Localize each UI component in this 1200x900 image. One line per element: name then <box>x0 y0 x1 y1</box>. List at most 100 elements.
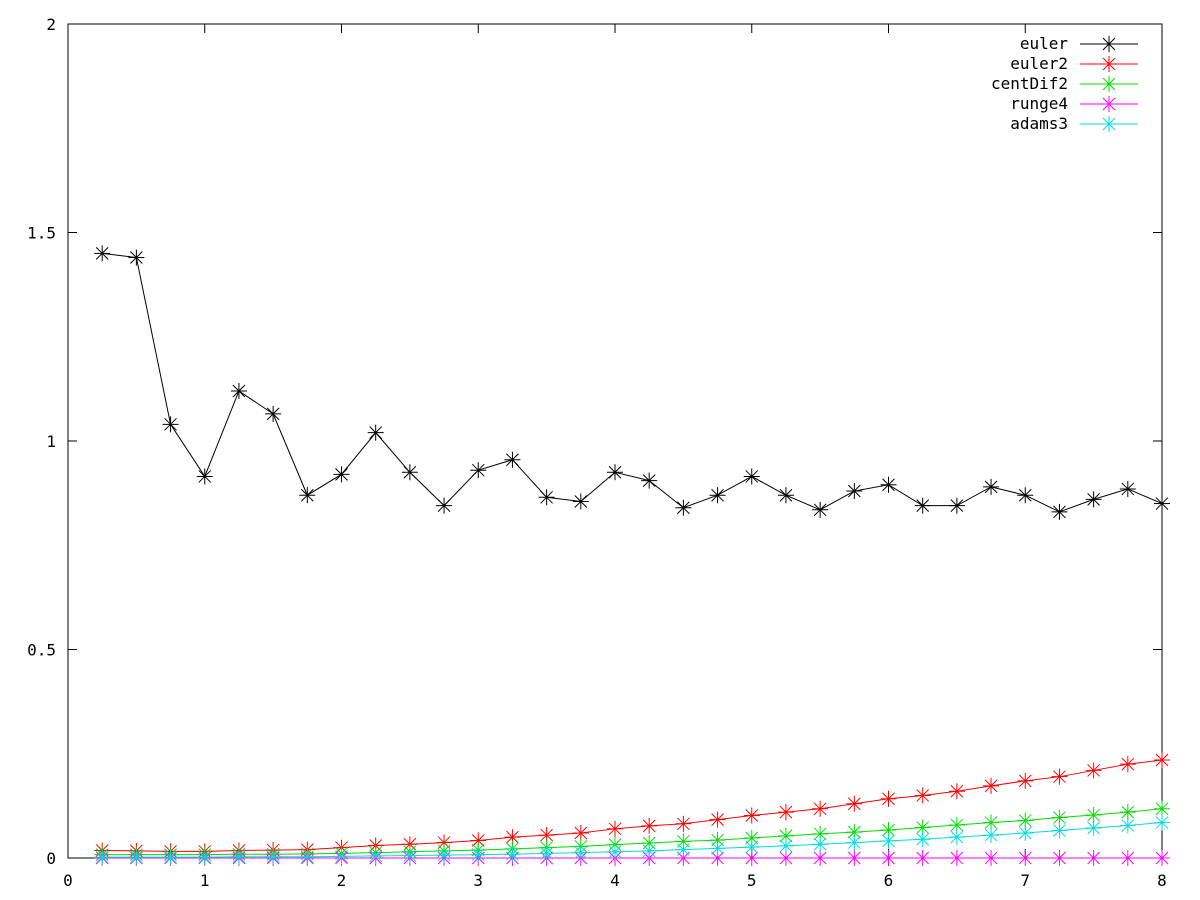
series-line-centDif2 <box>102 808 1163 856</box>
legend-label: euler <box>1020 34 1069 53</box>
data-point-adams3 <box>743 839 760 856</box>
data-point-centDif2 <box>846 824 863 841</box>
data-point-runge4 <box>846 850 863 866</box>
axis-ticks <box>67 23 1163 859</box>
data-point-adams3 <box>436 847 453 864</box>
series-layer <box>94 245 1170 866</box>
data-point-euler2 <box>846 795 863 812</box>
data-point-adams3 <box>846 834 863 851</box>
data-point-centDif2 <box>983 814 1000 831</box>
data-point-adams3 <box>230 848 247 865</box>
series-line-euler2 <box>102 759 1163 852</box>
y-tick-label: 2 <box>46 15 56 34</box>
data-point-euler <box>1154 495 1170 512</box>
legend-marker <box>1101 36 1117 52</box>
data-point-euler <box>607 464 623 481</box>
data-point-adams3 <box>1051 822 1068 839</box>
legend-label: runge4 <box>1010 94 1068 113</box>
data-point-euler <box>914 497 931 514</box>
data-point-adams3 <box>1017 824 1034 841</box>
data-point-adams3 <box>128 849 145 866</box>
legend-marker <box>1101 76 1117 92</box>
data-point-adams3 <box>367 847 384 864</box>
data-point-adams3 <box>401 847 418 864</box>
x-tick-label: 1 <box>200 871 210 890</box>
data-point-euler <box>1085 491 1102 508</box>
data-point-euler <box>846 483 863 500</box>
legend-item-euler: euler <box>1020 34 1138 53</box>
legend-marker <box>1101 56 1117 72</box>
data-point-centDif2 <box>777 827 794 844</box>
x-tick-label: 6 <box>884 871 894 890</box>
data-point-euler <box>470 462 487 479</box>
x-tick-label: 8 <box>1157 871 1167 890</box>
data-point-euler2 <box>675 815 692 832</box>
axis-tick-labels: 0 1 2 3 4 5 6 7 8 0 0.5 1 1.5 2 <box>27 15 1167 890</box>
data-point-adams3 <box>94 849 111 866</box>
data-point-adams3 <box>162 849 179 866</box>
data-point-euler <box>504 451 521 468</box>
data-point-runge4 <box>914 850 931 866</box>
data-point-adams3 <box>1119 817 1136 834</box>
data-point-euler <box>333 466 350 483</box>
data-point-euler <box>641 472 658 489</box>
data-point-adams3 <box>504 846 521 863</box>
y-tick-label: 0.5 <box>27 641 56 660</box>
data-point-euler2 <box>983 777 1000 794</box>
series-centDif2 <box>94 800 1170 863</box>
data-point-runge4 <box>1017 850 1034 866</box>
data-point-euler2 <box>1154 752 1170 769</box>
data-point-euler <box>812 501 829 518</box>
data-point-euler <box>401 464 418 481</box>
series-adams3 <box>94 814 1170 866</box>
data-point-euler2 <box>641 817 658 834</box>
data-point-adams3 <box>607 843 623 860</box>
data-point-euler <box>94 245 111 262</box>
data-point-runge4 <box>948 850 965 866</box>
data-point-adams3 <box>948 829 965 846</box>
data-point-centDif2 <box>1085 807 1102 824</box>
data-point-euler <box>983 478 1000 495</box>
legend-label: adams3 <box>1010 114 1068 133</box>
data-point-euler <box>948 497 965 514</box>
x-tick-label: 3 <box>473 871 483 890</box>
data-point-adams3 <box>812 836 829 853</box>
data-point-euler2 <box>607 820 623 837</box>
legend-item-adams3: adams3 <box>1010 114 1138 133</box>
legend-marker <box>1101 96 1117 112</box>
data-point-euler <box>538 489 555 506</box>
data-point-euler2 <box>572 824 589 841</box>
data-point-runge4 <box>1119 850 1136 866</box>
series-runge4 <box>94 850 1170 866</box>
data-point-euler <box>162 416 179 433</box>
data-point-euler <box>743 468 760 485</box>
data-point-adams3 <box>265 848 282 865</box>
data-point-euler <box>265 405 282 422</box>
data-point-euler <box>436 497 453 514</box>
x-tick-label: 4 <box>610 871 620 890</box>
data-point-euler <box>230 382 247 399</box>
data-point-runge4 <box>1085 850 1102 866</box>
legend-item-euler2: euler2 <box>1010 54 1138 73</box>
data-point-euler <box>709 487 726 504</box>
x-tick-label: 0 <box>63 871 73 890</box>
data-point-euler <box>128 249 145 266</box>
legend-item-runge4: runge4 <box>1010 94 1138 113</box>
data-point-runge4 <box>880 850 897 866</box>
data-point-euler2 <box>709 811 726 828</box>
data-point-euler2 <box>777 804 794 821</box>
y-tick-label: 1.5 <box>27 224 56 243</box>
data-point-adams3 <box>572 844 589 861</box>
data-point-euler <box>572 493 589 510</box>
legend-label: centDif2 <box>991 74 1068 93</box>
data-point-adams3 <box>675 841 692 858</box>
data-point-euler2 <box>948 783 965 800</box>
data-point-euler2 <box>1051 768 1068 785</box>
data-point-euler <box>880 476 897 493</box>
data-point-adams3 <box>299 848 316 865</box>
data-point-adams3 <box>709 840 726 857</box>
x-tick-label: 7 <box>1020 871 1030 890</box>
legend-label: euler2 <box>1010 54 1068 73</box>
x-tick-label: 5 <box>747 871 757 890</box>
